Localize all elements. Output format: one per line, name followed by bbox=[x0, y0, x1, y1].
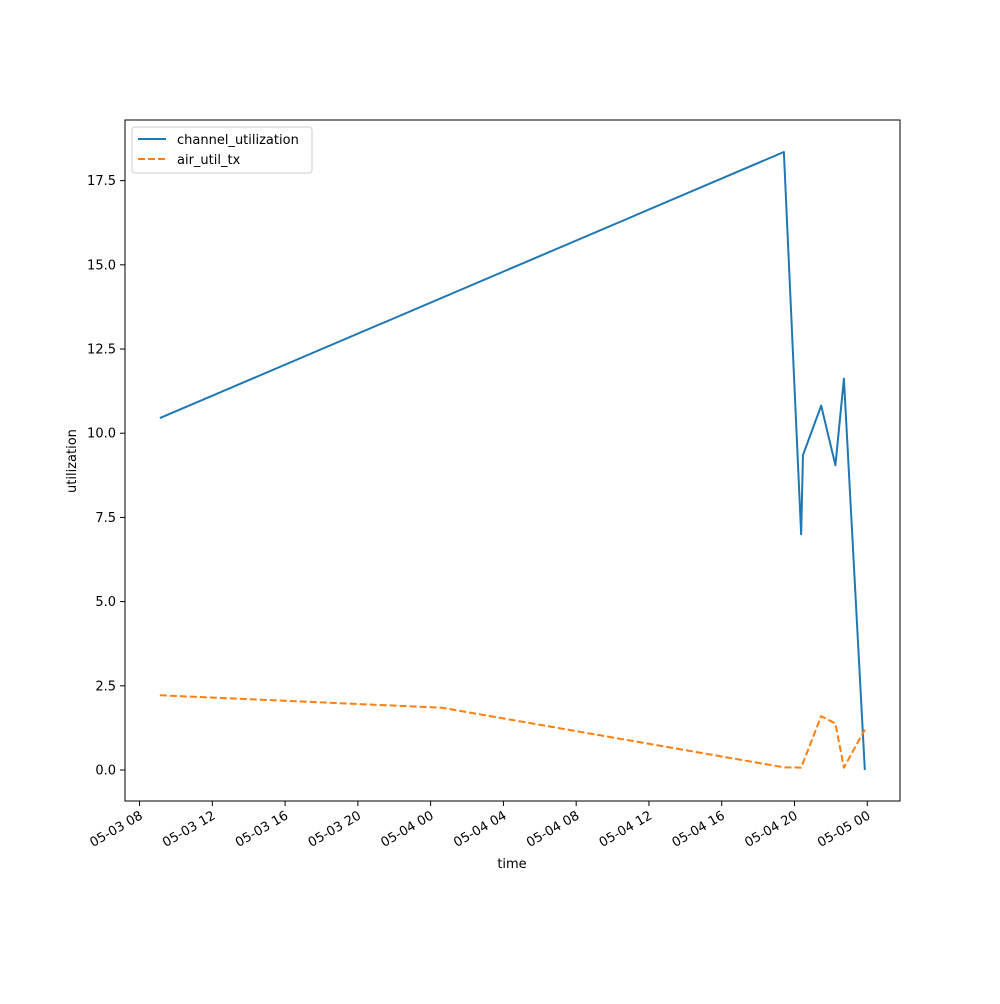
y-tick-label: 10.0 bbox=[87, 427, 116, 442]
y-axis-ticks: 0.0 2.5 5.0 7.5 10.0 12.5 15.0 17.5 bbox=[87, 174, 125, 779]
y-tick-label: 5.0 bbox=[95, 595, 116, 610]
legend-label: air_util_tx bbox=[177, 153, 241, 168]
y-tick-label: 0.0 bbox=[95, 764, 116, 779]
series-line-air-util-tx bbox=[159, 694, 866, 769]
y-tick-label: 17.5 bbox=[87, 174, 116, 189]
plot-frame bbox=[124, 119, 901, 802]
series-layer bbox=[159, 151, 866, 771]
legend-box bbox=[131, 126, 313, 174]
y-tick-label: 7.5 bbox=[95, 511, 116, 526]
y-tick-label: 2.5 bbox=[95, 679, 116, 694]
legend-label: channel_utilization bbox=[177, 133, 299, 148]
x-axis-label: time bbox=[497, 857, 526, 872]
y-tick-label: 12.5 bbox=[87, 343, 116, 358]
series-line-channel-utilization bbox=[159, 151, 866, 771]
legend: channel_utilization air_util_tx bbox=[131, 126, 313, 174]
y-tick-label: 15.0 bbox=[87, 258, 116, 273]
y-axis-label: utilization bbox=[65, 429, 80, 493]
